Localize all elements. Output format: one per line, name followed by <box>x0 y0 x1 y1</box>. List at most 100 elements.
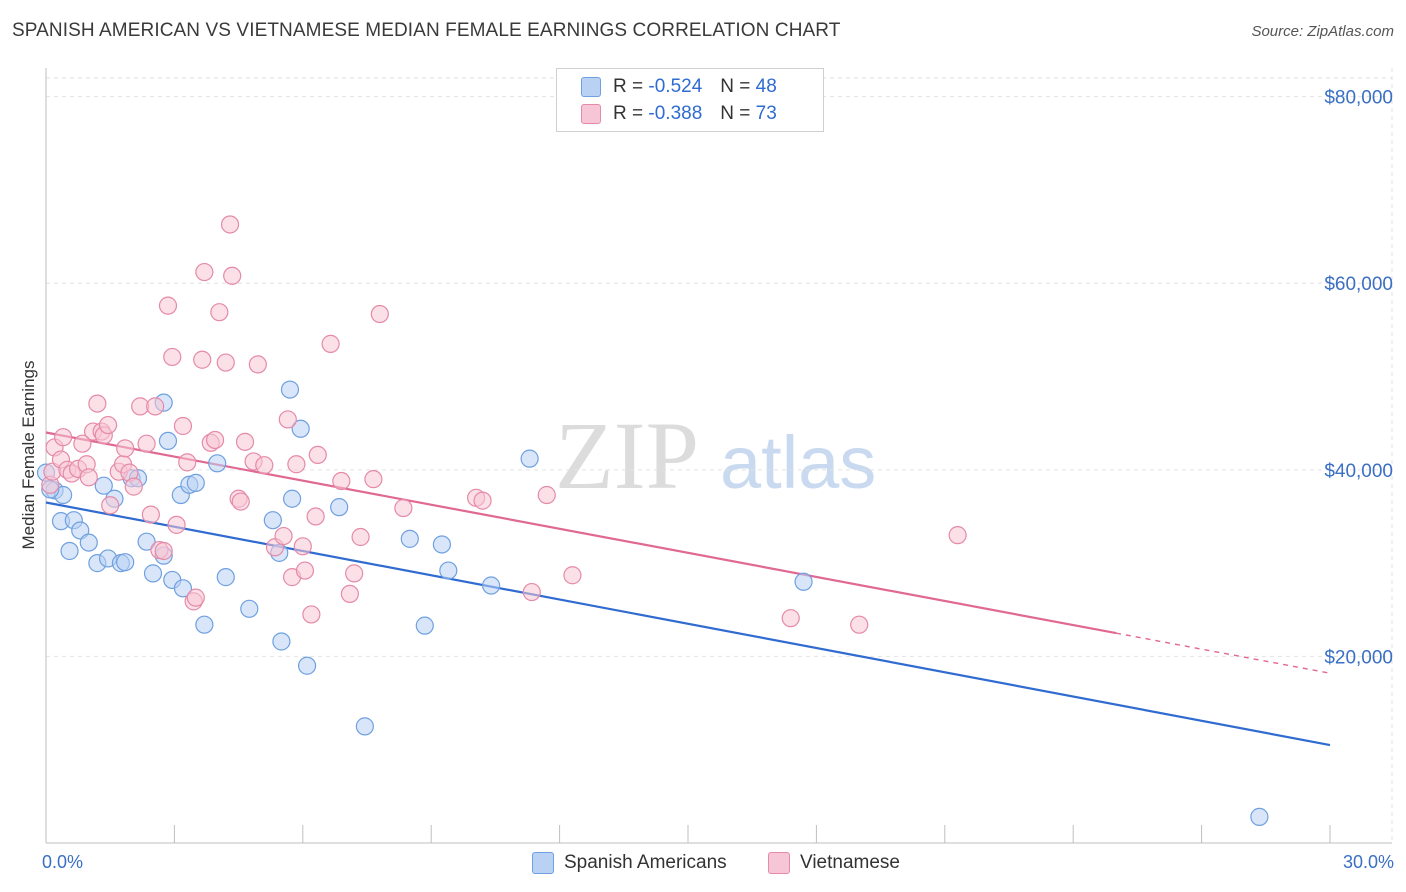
data-point <box>223 266 242 285</box>
source-label: Source: ZipAtlas.com <box>1251 23 1394 40</box>
data-point <box>248 355 267 374</box>
data-point <box>163 347 182 367</box>
x-tick-min: 0.0% <box>42 852 84 872</box>
y-tick-label: $60,000 <box>1324 274 1393 295</box>
gridlines <box>46 77 1392 657</box>
data-point <box>1250 807 1269 826</box>
data-point <box>98 415 118 435</box>
data-point <box>195 262 214 282</box>
data-point <box>345 564 364 583</box>
data-point <box>522 582 541 602</box>
legend-n-value: 73 <box>755 103 777 124</box>
data-point <box>146 397 165 416</box>
data-point <box>116 439 135 458</box>
data-point <box>73 434 92 453</box>
y-tick-label: $40,000 <box>1324 461 1393 482</box>
data-point <box>473 491 492 510</box>
x-tick-max: 30.0% <box>1342 852 1394 872</box>
data-point <box>302 605 321 624</box>
y-tick-labels: $20,000 $40,000 $60,000 $80,000 <box>1324 88 1393 669</box>
data-point <box>220 215 240 234</box>
data-point <box>283 489 302 508</box>
data-point <box>186 473 205 492</box>
legend-swatch-spanish-americans <box>581 77 601 97</box>
data-point <box>394 498 413 518</box>
data-point <box>263 511 282 530</box>
data-point <box>293 537 312 556</box>
data-point <box>274 526 293 546</box>
bottom-legend-label-spanish-americans: Spanish Americans <box>564 852 727 873</box>
y-axis-label: Median Female Earnings <box>19 360 38 550</box>
bottom-legend-vietnamese: Vietnamese <box>768 852 900 874</box>
bottom-legend-swatch-spanish-americans <box>532 852 554 874</box>
data-point <box>208 454 227 473</box>
data-point <box>272 632 291 651</box>
bottom-legend-swatch-vietnamese <box>768 852 790 874</box>
data-point <box>158 296 178 315</box>
data-point <box>101 496 120 515</box>
bottom-legend-label-vietnamese: Vietnamese <box>800 852 900 873</box>
data-point <box>143 564 163 583</box>
bottom-legend-spanish-americans: Spanish Americans <box>532 852 727 874</box>
data-point <box>432 535 451 554</box>
data-point <box>482 576 501 595</box>
data-point <box>154 541 173 561</box>
data-point <box>355 717 374 736</box>
data-point <box>255 456 274 475</box>
data-point <box>158 431 178 451</box>
data-point <box>278 410 297 429</box>
data-point <box>216 353 235 372</box>
legend-r-label: R = <box>613 76 644 97</box>
data-point <box>537 485 556 505</box>
data-point <box>340 584 359 604</box>
data-point <box>231 492 250 511</box>
data-point <box>295 561 315 580</box>
data-point <box>88 394 107 413</box>
data-point <box>205 430 225 450</box>
data-point <box>439 561 458 580</box>
data-point <box>306 507 325 526</box>
data-point <box>794 572 813 591</box>
data-point <box>178 453 197 472</box>
data-point <box>137 434 156 453</box>
data-point <box>520 449 539 468</box>
data-point <box>287 455 306 474</box>
data-point <box>195 615 214 634</box>
data-point <box>124 477 143 496</box>
data-point <box>351 527 370 547</box>
trend-line-extension <box>1115 632 1331 674</box>
trend-line <box>45 501 1331 747</box>
correlation-legend: R = -0.524 N = 48 R = -0.388 N = 73 <box>556 68 824 132</box>
legend-row-vietnamese: R = -0.388 N = 73 <box>581 101 777 127</box>
data-point <box>173 416 193 436</box>
data-point <box>400 529 419 548</box>
data-point <box>60 541 79 561</box>
data-point <box>781 609 800 628</box>
data-point <box>297 656 317 675</box>
data-point <box>563 566 582 585</box>
data-point <box>415 616 434 635</box>
data-point <box>240 599 259 618</box>
data-point <box>54 428 73 447</box>
data-point <box>291 419 310 438</box>
legend-r-value: -0.524 <box>648 76 703 97</box>
legend-n-label: N = <box>720 76 751 97</box>
data-point <box>948 526 967 545</box>
legend-n-value: 48 <box>755 76 777 97</box>
axes <box>45 68 1393 844</box>
data-point <box>370 304 389 324</box>
data-point <box>308 445 327 465</box>
data-point <box>79 468 98 487</box>
data-point <box>216 568 235 587</box>
legend-n-label: N = <box>720 103 751 124</box>
data-point <box>141 505 160 524</box>
y-tick-label: $80,000 <box>1324 88 1393 109</box>
data-point <box>332 471 351 491</box>
data-point <box>167 515 186 534</box>
data-point <box>280 380 300 399</box>
legend-swatch-vietnamese <box>581 104 601 124</box>
watermark-zip: ZIP <box>555 402 699 509</box>
data-point <box>173 579 193 598</box>
data-point <box>193 350 212 369</box>
data-point <box>850 615 869 634</box>
